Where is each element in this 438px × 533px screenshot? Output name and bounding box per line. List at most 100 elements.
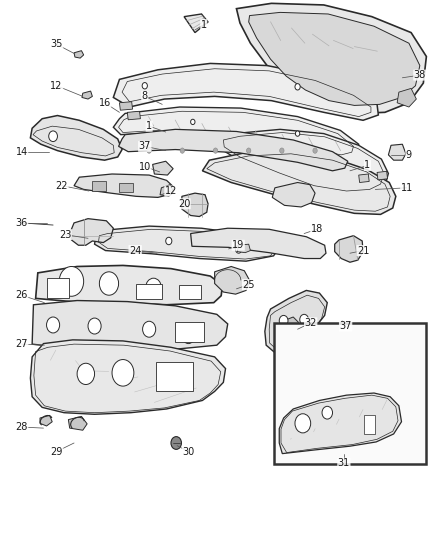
Polygon shape <box>160 184 173 196</box>
Text: 36: 36 <box>15 218 28 228</box>
Polygon shape <box>82 91 92 99</box>
Polygon shape <box>182 193 208 216</box>
Text: 29: 29 <box>50 447 63 456</box>
Circle shape <box>59 266 84 296</box>
Polygon shape <box>237 244 251 253</box>
Circle shape <box>313 148 317 154</box>
Text: 31: 31 <box>338 458 350 468</box>
Text: 22: 22 <box>56 181 68 191</box>
Text: 1: 1 <box>201 20 207 30</box>
Bar <box>46 278 69 298</box>
Polygon shape <box>95 226 278 261</box>
Text: 24: 24 <box>129 246 141 255</box>
Bar <box>92 181 106 191</box>
Text: 21: 21 <box>357 246 369 255</box>
Text: 18: 18 <box>311 224 323 235</box>
Polygon shape <box>389 144 406 160</box>
Text: 12: 12 <box>50 81 63 91</box>
Polygon shape <box>221 130 389 195</box>
Polygon shape <box>272 182 315 207</box>
Bar <box>120 182 134 192</box>
Bar <box>179 285 201 300</box>
Polygon shape <box>397 88 417 107</box>
Text: 9: 9 <box>406 150 412 160</box>
Polygon shape <box>184 14 208 33</box>
Text: 32: 32 <box>304 318 317 328</box>
Circle shape <box>99 272 119 295</box>
Circle shape <box>166 237 172 245</box>
Polygon shape <box>279 393 402 454</box>
Polygon shape <box>265 290 327 353</box>
Polygon shape <box>30 116 122 160</box>
Polygon shape <box>35 265 223 305</box>
Polygon shape <box>119 130 348 171</box>
Polygon shape <box>377 171 388 180</box>
Circle shape <box>236 246 242 253</box>
Text: 37: 37 <box>138 141 151 151</box>
Text: 14: 14 <box>15 147 28 157</box>
Text: 16: 16 <box>99 98 111 108</box>
Circle shape <box>213 148 218 154</box>
Polygon shape <box>202 151 396 214</box>
Text: 27: 27 <box>15 339 28 349</box>
Polygon shape <box>74 174 174 197</box>
Polygon shape <box>74 51 84 58</box>
Circle shape <box>146 278 161 297</box>
Circle shape <box>279 316 288 326</box>
Polygon shape <box>30 340 226 414</box>
Text: 38: 38 <box>414 70 426 80</box>
Circle shape <box>142 83 148 89</box>
Polygon shape <box>284 317 298 329</box>
Circle shape <box>295 414 311 433</box>
Circle shape <box>322 406 332 419</box>
Circle shape <box>247 148 251 154</box>
Circle shape <box>88 318 101 334</box>
Text: 20: 20 <box>178 199 190 209</box>
Text: 1: 1 <box>146 121 152 131</box>
Bar <box>136 284 162 300</box>
Polygon shape <box>113 63 378 120</box>
Bar <box>155 362 193 391</box>
Polygon shape <box>71 219 113 245</box>
Polygon shape <box>249 12 420 106</box>
Circle shape <box>147 148 151 154</box>
Polygon shape <box>68 416 87 430</box>
Polygon shape <box>32 301 228 351</box>
Bar <box>175 322 204 342</box>
Text: 11: 11 <box>401 183 413 193</box>
Circle shape <box>280 148 284 154</box>
Bar <box>364 415 375 434</box>
Polygon shape <box>40 415 52 426</box>
Polygon shape <box>120 102 133 110</box>
Circle shape <box>180 148 184 154</box>
Text: 30: 30 <box>182 447 194 456</box>
Circle shape <box>300 314 308 325</box>
Polygon shape <box>113 107 359 158</box>
Circle shape <box>295 131 300 136</box>
Polygon shape <box>191 228 326 259</box>
Polygon shape <box>335 236 363 262</box>
Bar <box>274 324 426 464</box>
Text: 26: 26 <box>15 290 28 300</box>
Circle shape <box>112 360 134 386</box>
Circle shape <box>143 321 155 337</box>
Text: 19: 19 <box>232 240 244 250</box>
Text: 1: 1 <box>364 160 371 171</box>
Text: 25: 25 <box>243 280 255 289</box>
Circle shape <box>77 364 95 384</box>
Text: 35: 35 <box>50 39 63 49</box>
Circle shape <box>46 317 60 333</box>
Circle shape <box>49 131 57 142</box>
Circle shape <box>295 84 300 90</box>
Polygon shape <box>237 3 426 114</box>
Polygon shape <box>215 266 250 294</box>
Text: 10: 10 <box>139 161 151 172</box>
Text: 23: 23 <box>59 230 71 240</box>
Circle shape <box>171 437 181 449</box>
Polygon shape <box>359 174 369 182</box>
Circle shape <box>182 328 195 344</box>
Text: 12: 12 <box>165 186 177 196</box>
Text: 8: 8 <box>142 91 148 101</box>
Polygon shape <box>127 111 141 120</box>
Circle shape <box>191 119 195 125</box>
